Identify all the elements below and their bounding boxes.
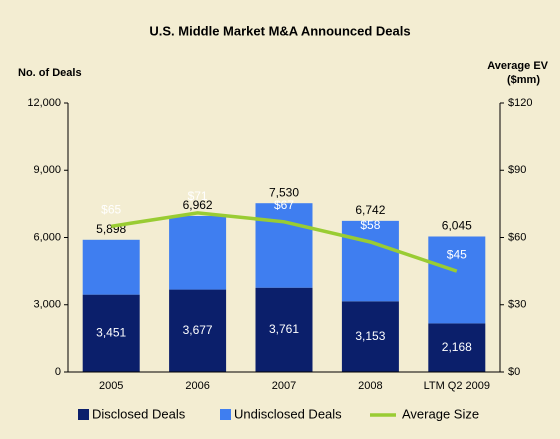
- data-label: $67: [274, 198, 294, 212]
- bar-segment: [169, 215, 227, 290]
- y2-axis-label: ($mm): [507, 74, 540, 86]
- data-label: 3,451: [96, 325, 126, 339]
- bar-segment: [82, 239, 140, 295]
- bar-segment: [255, 287, 313, 372]
- legend-label: Average Size: [402, 406, 479, 421]
- x-tick-label: LTM Q2 2009: [424, 380, 490, 392]
- y2-tick-label: $90: [508, 164, 526, 176]
- total-label: 7,530: [269, 185, 299, 199]
- legend-label: Undisclosed Deals: [234, 406, 342, 421]
- data-label: 3,153: [355, 329, 385, 343]
- x-tick-label: 2006: [185, 380, 209, 392]
- y-tick-label: 6,000: [33, 231, 61, 243]
- x-tick-label: 2005: [99, 380, 123, 392]
- bar-segment: [255, 203, 313, 288]
- y2-axis-label: Average EV: [487, 60, 548, 72]
- y-tick-label: 9,000: [33, 164, 61, 176]
- legend-swatch: [78, 409, 89, 420]
- y2-tick-label: $60: [508, 231, 526, 243]
- bar-segment: [82, 294, 140, 372]
- bar-segment: [341, 301, 399, 372]
- y-tick-label: 3,000: [33, 299, 61, 311]
- y-axis-label: No. of Deals: [18, 67, 82, 79]
- y2-tick-label: $0: [508, 366, 520, 378]
- total-label: 6,045: [442, 219, 472, 233]
- data-label: $58: [360, 218, 380, 232]
- data-label: $65: [101, 202, 121, 216]
- bar-segment: [428, 323, 486, 372]
- x-tick-label: 2007: [272, 380, 296, 392]
- bar-segment: [341, 220, 399, 302]
- legend-label: Disclosed Deals: [92, 406, 186, 421]
- line: [110, 211, 458, 273]
- bar-segment: [428, 236, 486, 324]
- total-label: 6,962: [183, 198, 213, 212]
- x-tick-label: 2008: [358, 380, 382, 392]
- y-tick-label: 0: [55, 366, 61, 378]
- bar-segment: [169, 289, 227, 372]
- chart-title: U.S. Middle Market M&A Announced Deals: [149, 23, 410, 38]
- data-label: $71: [188, 189, 208, 203]
- data-label: $45: [447, 247, 467, 261]
- y2-tick-label: $30: [508, 299, 526, 311]
- data-label: 3,677: [183, 323, 213, 337]
- legend-swatch: [220, 409, 231, 420]
- data-label: 2,168: [442, 340, 472, 354]
- y2-tick-label: $120: [508, 97, 532, 109]
- total-label: 6,742: [355, 203, 385, 217]
- y-tick-label: 12,000: [27, 97, 61, 109]
- data-label: 3,761: [269, 322, 299, 336]
